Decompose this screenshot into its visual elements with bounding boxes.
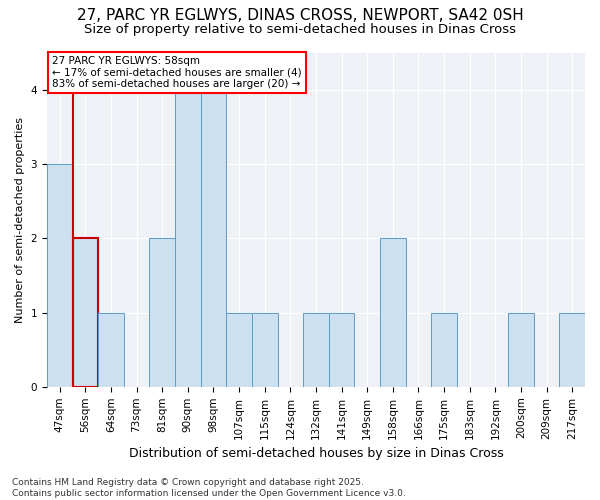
Bar (508, 312, 534, 387)
Bar (175, 90, 200, 387)
Text: 27 PARC YR EGLWYS: 58sqm
← 17% of semi-detached houses are smaller (4)
83% of se: 27 PARC YR EGLWYS: 58sqm ← 17% of semi-d… (52, 56, 302, 89)
Bar (98, 312, 124, 387)
Text: Contains HM Land Registry data © Crown copyright and database right 2025.
Contai: Contains HM Land Registry data © Crown c… (12, 478, 406, 498)
Bar (559, 312, 585, 387)
Bar (73, 238, 98, 387)
Text: Size of property relative to semi-detached houses in Dinas Cross: Size of property relative to semi-detach… (84, 22, 516, 36)
Text: 27, PARC YR EGLWYS, DINAS CROSS, NEWPORT, SA42 0SH: 27, PARC YR EGLWYS, DINAS CROSS, NEWPORT… (77, 8, 523, 22)
Bar (200, 90, 226, 387)
Bar (47, 164, 73, 387)
Bar (431, 312, 457, 387)
Bar (303, 312, 329, 387)
Bar (380, 238, 406, 387)
Y-axis label: Number of semi-detached properties: Number of semi-detached properties (15, 116, 25, 322)
Bar (226, 312, 252, 387)
Bar (149, 238, 175, 387)
Bar (329, 312, 355, 387)
X-axis label: Distribution of semi-detached houses by size in Dinas Cross: Distribution of semi-detached houses by … (128, 447, 503, 460)
Bar (252, 312, 278, 387)
